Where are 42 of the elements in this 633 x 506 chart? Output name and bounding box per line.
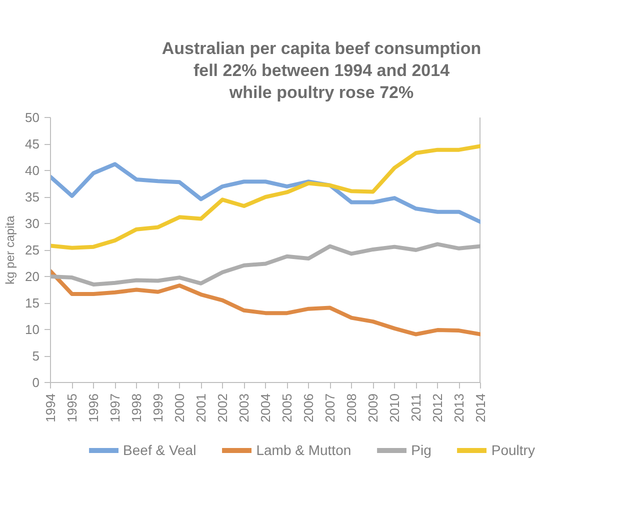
- legend-label: Beef & Veal: [123, 442, 196, 458]
- x-tick-label: 1997: [108, 394, 122, 423]
- y-tick-label: 30: [25, 216, 40, 232]
- line-series: [50, 144, 480, 250]
- x-tick-label: 2010: [387, 394, 402, 423]
- x-tick-label: 2006: [301, 394, 316, 423]
- x-tick-label: 1994: [43, 394, 58, 423]
- y-axis-title: kg per capita: [3, 216, 18, 285]
- x-tick-label: 2004: [258, 394, 273, 423]
- x-tick-label: 2009: [366, 394, 380, 423]
- y-tick-label: 40: [25, 163, 40, 178]
- y-tick-label: 50: [25, 110, 40, 126]
- y-tick-label: 0: [32, 375, 40, 390]
- y-tick-label: 45: [25, 136, 40, 152]
- y-tick-label: 35: [25, 190, 40, 205]
- x-tick-label: 2012: [430, 394, 445, 423]
- x-tick-label: 1996: [86, 394, 101, 423]
- x-tick-label: 2014: [473, 394, 488, 423]
- x-tick-label: 2001: [194, 394, 208, 423]
- y-tick-label: 25: [25, 242, 40, 258]
- legend-label: Lamb & Mutton: [256, 442, 352, 458]
- x-tick-label: 1995: [64, 394, 80, 423]
- x-tick-label: 2008: [344, 394, 359, 423]
- x-tick-label: 2000: [172, 394, 187, 423]
- x-tick-label: 2011: [408, 394, 424, 422]
- x-tick-label: 2005: [280, 394, 294, 423]
- x-tick-label: 1998: [129, 394, 144, 423]
- line-series: [50, 269, 480, 337]
- y-tick-label: 10: [25, 322, 40, 338]
- legend-label: Poultry: [491, 442, 535, 458]
- x-tick-label: 2003: [236, 394, 252, 423]
- x-tick-label: 2013: [452, 394, 466, 423]
- x-tick-label: 2007: [322, 394, 338, 423]
- y-tick-label: 5: [32, 348, 40, 364]
- chart-title: Australian per capita beef consumption fell 22% between 1994 and 2014 while poultry rose 72%: [162, 38, 482, 104]
- y-tick-label: 20: [25, 269, 40, 284]
- legend-label: Pig: [411, 442, 432, 458]
- y-tick-label: 15: [25, 296, 40, 311]
- line-series: [50, 242, 480, 287]
- line-series: [50, 162, 480, 224]
- x-tick-label: 2002: [215, 394, 230, 423]
- x-tick-label: 1999: [150, 394, 166, 423]
